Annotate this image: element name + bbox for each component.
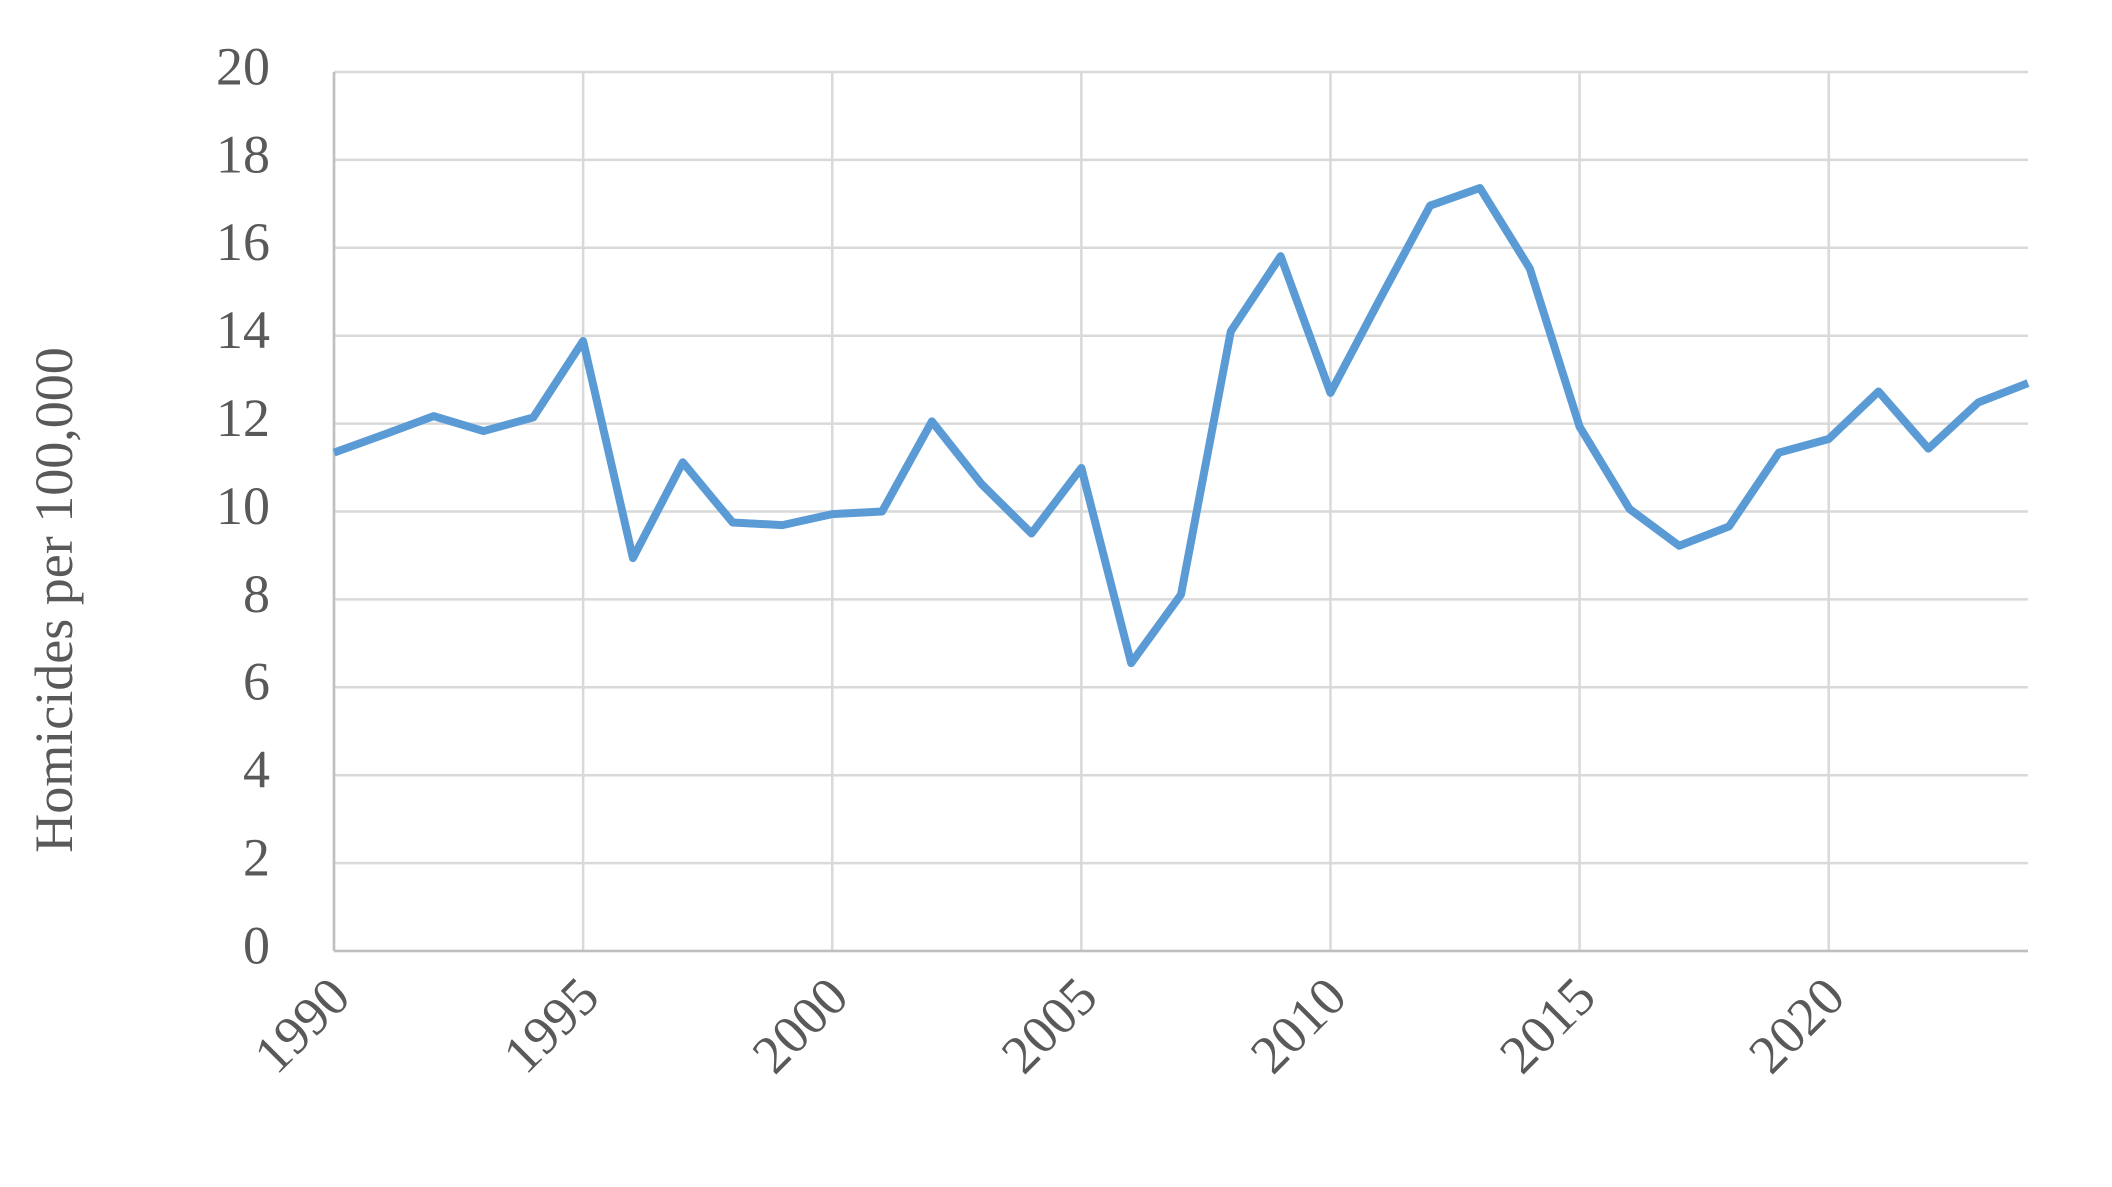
y-tick-label: 18 xyxy=(216,124,270,184)
x-tick-label: 2000 xyxy=(741,966,860,1085)
x-tick-label: 1995 xyxy=(492,966,611,1085)
y-tick-label: 14 xyxy=(216,300,270,360)
y-tick-label: 10 xyxy=(216,476,270,536)
data-line xyxy=(332,184,2030,668)
y-axis-label: Homicides per 100,000 xyxy=(24,347,84,852)
x-tick-label: 2020 xyxy=(1737,966,1856,1085)
y-tick-label: 16 xyxy=(216,212,270,272)
x-tick-label: 2010 xyxy=(1239,966,1358,1085)
x-tick-label: 1990 xyxy=(242,966,361,1085)
x-tick-label: 2005 xyxy=(990,966,1109,1085)
y-tick-label: 8 xyxy=(243,564,270,624)
y-tick-label: 12 xyxy=(216,388,270,448)
y-tick-label: 0 xyxy=(243,915,270,975)
y-tick-label: 6 xyxy=(243,652,270,712)
y-tick-label: 2 xyxy=(243,827,270,887)
x-tick-label: 2015 xyxy=(1488,966,1607,1085)
y-tick-label: 20 xyxy=(216,36,270,96)
y-tick-label: 4 xyxy=(243,740,270,800)
